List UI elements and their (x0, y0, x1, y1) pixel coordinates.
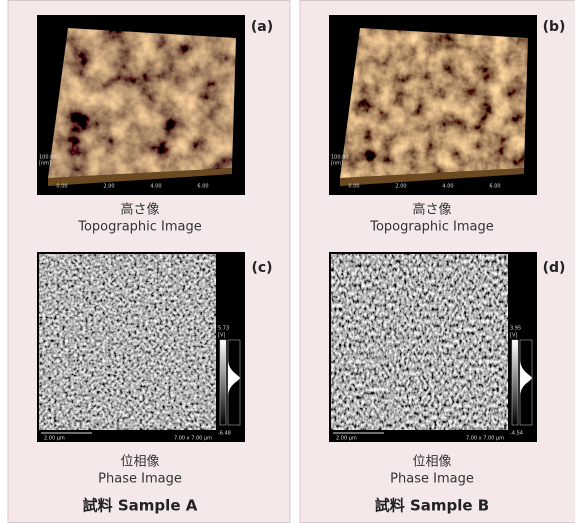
panel-label: (d) (543, 260, 566, 276)
x-tick-label: 4.00 (442, 184, 453, 190)
sample-name: 試料 Sample A (83, 497, 198, 515)
phase-texture (39, 254, 216, 430)
caption-ja: 高さ像 (412, 202, 451, 218)
sample-name: 試料 Sample B (375, 497, 490, 515)
caption-en: Phase Image (98, 472, 182, 487)
scan-size-label: 7.00 x 7.00 μm (174, 436, 212, 442)
phase-texture (331, 254, 508, 430)
x-tick-label: 0.00 (348, 184, 359, 190)
panel-label: (b) (543, 19, 566, 35)
caption-en: Topographic Image (369, 220, 494, 235)
scale-max-label: 5.73 (218, 326, 229, 332)
x-tick-label: 2.00 (103, 184, 114, 190)
x-tick-label: 2.00 (395, 184, 406, 190)
x-tick-label: 4.00 (150, 184, 161, 190)
panel-label: (c) (251, 260, 272, 276)
caption-ja: 位相像 (120, 455, 159, 470)
scale-min-label: -6.48 (218, 431, 231, 437)
topography-surface (40, 20, 240, 185)
scale-bar-label: 2.00 μm (44, 436, 65, 442)
caption-ja: 位相像 (412, 455, 451, 470)
panel-label: (a) (251, 19, 273, 35)
colorbar (220, 340, 226, 425)
scale-unit-label: [V] (510, 333, 517, 339)
figure: 100.00[nm]0.002.004.006.00(a)高さ像Topograp… (0, 0, 575, 523)
scan-size-label: 7.00 x 7.00 μm (466, 436, 504, 442)
x-tick-label: 6.00 (489, 184, 500, 190)
topography-texture (332, 20, 532, 185)
z-unit-label: [nm] (39, 161, 51, 167)
scale-bar-label: 2.00 μm (336, 436, 357, 442)
topography-surface (332, 20, 532, 185)
scale-max-label: 3.95 (510, 326, 521, 332)
x-tick-label: 6.00 (197, 184, 208, 190)
x-tick-label: 0.00 (56, 184, 67, 190)
caption-ja: 高さ像 (120, 202, 159, 218)
colorbar (512, 340, 518, 425)
caption-en: Phase Image (390, 472, 474, 487)
scale-unit-label: [V] (218, 333, 225, 339)
topography-texture (40, 20, 240, 185)
z-unit-label: [nm] (331, 161, 343, 167)
caption-en: Topographic Image (77, 220, 202, 235)
scale-min-label: -4.54 (510, 431, 523, 437)
